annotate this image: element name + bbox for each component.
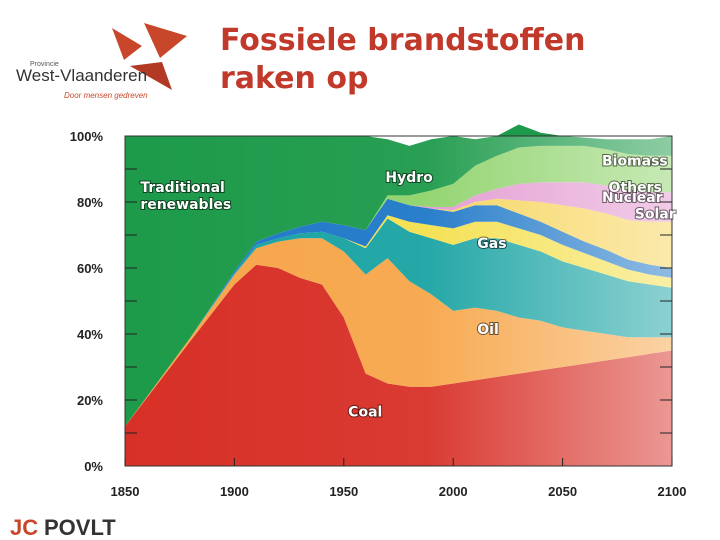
chart-gridlines (125, 168, 672, 434)
series-label-others: Others (609, 180, 662, 196)
series-label-coal: Coal (348, 405, 382, 421)
series-label-nuclear: Nuclear (602, 190, 663, 206)
povlt-logo-mark: JC (10, 515, 38, 540)
series-label-oil: Oil (477, 322, 499, 338)
series-label-traditional-renewables: Traditional renewables (140, 180, 231, 213)
logo-shape-right (144, 23, 187, 58)
chart-fade-overlay (125, 136, 672, 466)
slide-title-line2: raken op (220, 61, 369, 96)
x-tick-label: 1950 (329, 484, 358, 499)
west-vlaanderen-logo: Provincie West-Vlaanderen Door mensen ge… (16, 23, 187, 100)
x-axis-ticks: 1850 1900 1950 2000 2050 2100 (111, 458, 687, 499)
logo-tagline: Door mensen gedreven (64, 91, 148, 100)
series-label-gas: Gas (477, 236, 506, 252)
logo-shape-left (112, 28, 142, 60)
series-labels: Coal Oil Gas Nuclear Hydro Solar Others Biomass… (139, 153, 676, 422)
x-tick-label: 1900 (220, 484, 249, 499)
x-tick-label: 2100 (658, 484, 687, 499)
logo-name: West-Vlaanderen (16, 66, 147, 85)
x-tick-label: 2050 (548, 484, 577, 499)
logo-small-text: Provincie (30, 61, 59, 68)
y-tick-label: 100% (70, 129, 104, 144)
chart-frame (124, 135, 673, 467)
series-label-solar: Solar (635, 207, 676, 223)
povlt-logo: JC POVLT (10, 515, 116, 540)
series-label-hydro: Hydro (385, 170, 433, 186)
logo-shape-bottom (130, 62, 172, 90)
y-tick-label: 60% (77, 261, 103, 276)
y-tick-label: 40% (77, 327, 103, 342)
y-tick-label: 80% (77, 195, 103, 210)
y-tick-label: 20% (77, 393, 103, 408)
slide-title-line1: Fossiele brandstoffen (220, 23, 586, 58)
povlt-logo-name: POVLT (44, 515, 116, 540)
y-tick-label: 0% (84, 459, 103, 474)
energy-mix-chart: 0% 20% 40% 60% 80% 100% 1850 1900 1950 2000 2050 2… (40, 118, 720, 508)
slide-title: Fossiele brandstoffen raken op (220, 22, 585, 98)
series-label-biomass: Biomass (602, 154, 668, 170)
y-axis-ticks: 0% 20% 40% 60% 80% 100% (70, 129, 104, 474)
x-tick-label: 2000 (439, 484, 468, 499)
chart-svg: 0% 20% 40% 60% 80% 100% 1850 1900 1950 2000 2050 2… (70, 124, 687, 499)
x-tick-label: 1850 (111, 484, 140, 499)
